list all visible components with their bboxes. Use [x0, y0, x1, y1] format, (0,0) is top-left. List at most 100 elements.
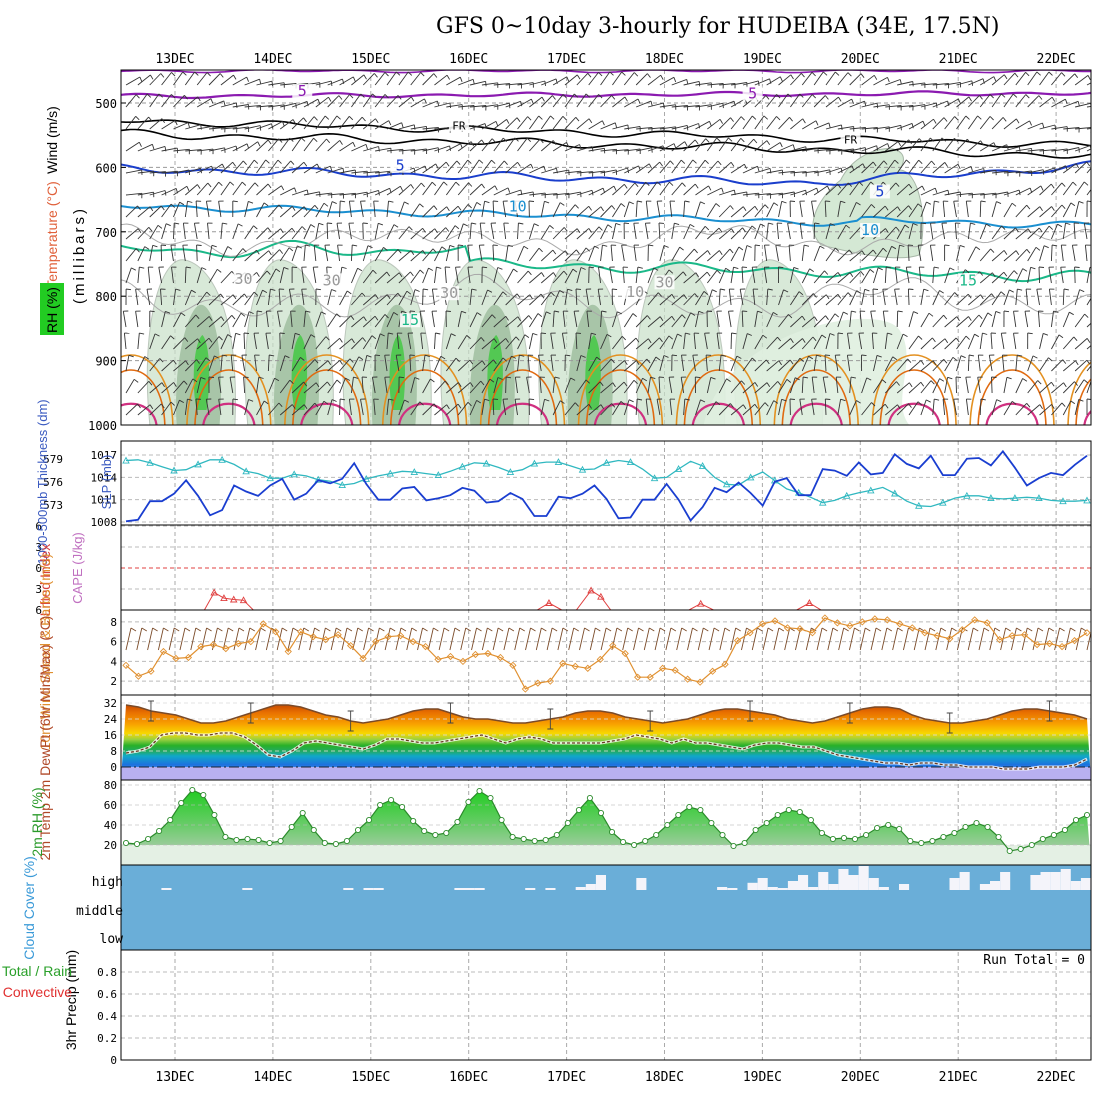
wind-barb: [909, 312, 913, 327]
wind-barb: [209, 164, 222, 173]
rh-contour: [116, 224, 1100, 256]
wind-barb-flag: [741, 117, 745, 121]
wind-barb-flag: [389, 201, 394, 202]
wind-barb: [506, 118, 517, 129]
cloud-level-label: high: [92, 875, 123, 890]
wind-barb-flag: [708, 251, 711, 255]
wind10m-barb: [428, 628, 433, 650]
date-label-top: 22DEC: [1037, 52, 1076, 67]
wind-barb: [126, 142, 139, 151]
wind10m-barb: [526, 628, 531, 650]
rh2m-point: [157, 828, 162, 833]
wind-barb: [148, 267, 150, 283]
cloud-high-bar: [758, 878, 768, 890]
wind-barb-flag: [1064, 383, 1067, 387]
wind-barb: [1063, 223, 1065, 239]
wind-barb: [423, 182, 433, 195]
wind-barb: [695, 202, 700, 217]
wind-barb-flag: [681, 160, 685, 164]
wind-barb-flag: [446, 228, 449, 232]
wind-barb-flag: [732, 333, 737, 334]
wind-barb: [280, 248, 289, 261]
wind-barb: [374, 201, 375, 217]
rh2m-point: [411, 818, 416, 823]
surface-temperature-contour: [1084, 404, 1100, 430]
wind-barb-flag: [258, 142, 260, 147]
slp-tick-label: 1008: [91, 516, 118, 529]
wind10m-barb-flag: [358, 628, 363, 631]
wind-barb-flag: [765, 205, 768, 209]
rh2m-point: [775, 812, 780, 817]
wind-barb-flag: [1004, 75, 1007, 79]
wind-barb: [506, 245, 508, 261]
rh2m-point: [996, 834, 1001, 839]
wind-barb-flag: [389, 121, 391, 126]
wind-barb: [624, 338, 636, 349]
wind-barb-flag: [145, 247, 149, 250]
wind-barb-flag: [812, 95, 816, 99]
wind-barb-flag: [1004, 311, 1009, 312]
pressure-tick-label: 600: [95, 161, 117, 175]
wind-barb: [731, 117, 741, 129]
wind-barb-flag: [238, 224, 242, 226]
wind-barb-flag: [903, 334, 907, 337]
wind-barb-flag: [327, 139, 330, 143]
wind-barb: [136, 289, 138, 305]
wind-barb: [209, 74, 220, 86]
wind-barb: [862, 269, 870, 283]
wind10m-barb: [871, 628, 876, 650]
wind-barb-flag: [580, 145, 581, 150]
contour-label: FR: [452, 119, 466, 132]
wind-barb: [921, 381, 931, 393]
wind-barb: [909, 121, 923, 129]
wind-barb-flag: [1041, 186, 1043, 191]
precip-convective-legend: Convective: [3, 984, 72, 1000]
wind-barb: [1061, 245, 1063, 261]
wind-barb: [921, 361, 933, 371]
wind10m-barb: [461, 628, 466, 650]
wind-barb-flag: [929, 313, 933, 316]
wind10m-barb: [914, 628, 919, 650]
wind10m-barb-flag: [207, 628, 212, 631]
wind-barb: [601, 95, 612, 107]
wind-barb-flag: [411, 97, 414, 101]
wind-barb-flag: [777, 116, 781, 120]
wind-barb-flag: [340, 140, 343, 144]
wind10m-barb-flag: [455, 628, 460, 631]
rh2m-point: [168, 817, 173, 822]
rh2m-point: [344, 838, 349, 843]
temperature-tick-label: 8: [110, 745, 117, 758]
wind-barb: [423, 249, 433, 261]
wind-barb: [173, 223, 174, 239]
wind-barb-flag: [806, 147, 807, 152]
wind-barb: [482, 201, 485, 217]
wind-barb: [992, 117, 1003, 129]
wind-barb-flag: [1062, 403, 1065, 407]
wind-barb-flag: [268, 184, 271, 188]
temperature-contour: [116, 91, 1100, 98]
wind-barb-flag: [827, 186, 829, 191]
wind-barb-flag: [625, 97, 628, 101]
wind-barb-flag: [994, 77, 996, 82]
wind-barb-flag: [810, 269, 814, 272]
wind-barb: [684, 249, 695, 261]
rh2m-point: [389, 797, 394, 802]
wind-barb: [850, 101, 865, 107]
wind-barb-flag: [934, 201, 939, 202]
wind-barb-flag: [960, 245, 965, 247]
wind-barb-flag: [315, 205, 318, 209]
wind-barb-flag: [404, 202, 408, 204]
wind-barb-flag: [700, 202, 705, 204]
wind-barb-flag: [1003, 117, 1006, 121]
wind-barb-flag: [291, 161, 294, 165]
wind-barb: [873, 77, 887, 85]
wind10m-barb: [774, 628, 779, 650]
wind-barb-flag: [1078, 101, 1079, 106]
wind-barb: [340, 116, 350, 129]
rh2m-point: [908, 838, 913, 843]
wind-barb-flag: [1004, 272, 1007, 276]
wind-barb-flag: [599, 227, 602, 231]
wind-barb-flag: [921, 382, 924, 386]
wind-barb-flag: [222, 223, 227, 224]
wind-barb-flag: [153, 245, 158, 247]
